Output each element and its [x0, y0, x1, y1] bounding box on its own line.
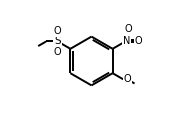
- Text: N: N: [123, 36, 130, 46]
- Text: O: O: [124, 74, 131, 84]
- Text: S: S: [54, 36, 61, 46]
- Text: O: O: [125, 24, 132, 34]
- Text: O: O: [54, 26, 61, 36]
- Text: O: O: [135, 36, 142, 46]
- Text: O: O: [54, 47, 61, 57]
